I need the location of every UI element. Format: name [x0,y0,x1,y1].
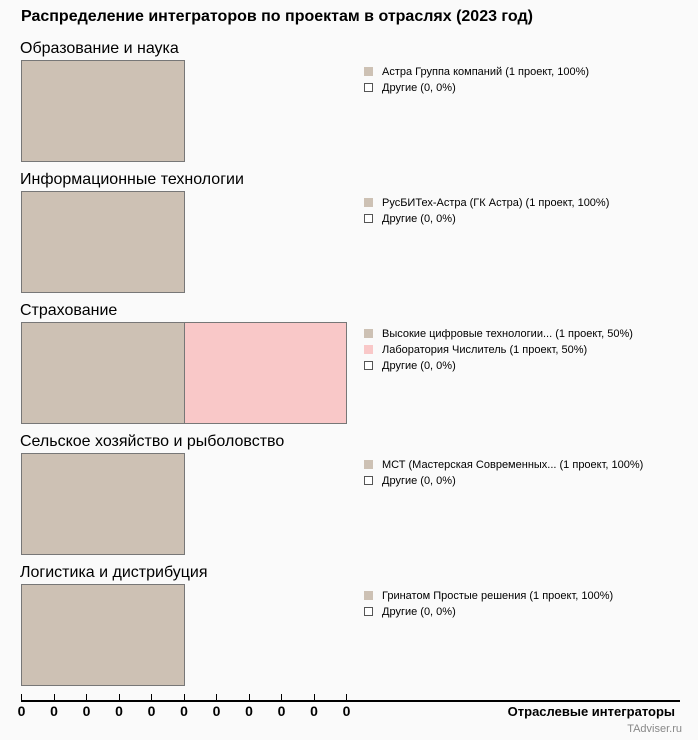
legend-item: МСТ (Мастерская Современных... (1 проект… [364,459,643,471]
x-axis [21,700,680,702]
legend-label: Другие (0, 0%) [382,475,456,487]
x-tick-label: 0 [115,703,123,719]
legend-label: Другие (0, 0%) [382,360,456,372]
legend-item: Другие (0, 0%) [364,82,456,94]
legend-label: Гринатом Простые решения (1 проект, 100%… [382,590,614,602]
x-tick [248,694,250,701]
legend-label: РусБИТех-Астра (ГК Астра) (1 проект, 100… [382,197,610,209]
x-tick-label: 0 [342,703,351,719]
x-tick-label: 0 [310,703,318,719]
x-tick [53,694,55,701]
x-tick [151,694,152,701]
x-tick-label: 0 [17,703,26,719]
x-tick-label: 0 [245,703,253,719]
legend-swatch [364,329,373,338]
legend-label: Лаборатория Числитель (1 проект, 50%) [382,344,588,356]
x-axis-label: Отраслевые интеграторы [507,704,675,719]
x-tick [313,694,315,701]
legend-swatch [364,607,373,616]
legend-item: Другие (0, 0%) [364,360,456,372]
x-tick-label: 0 [277,703,286,719]
legend-item: Лаборатория Числитель (1 проект, 50%) [364,344,587,356]
panel-title: Логистика и дистрибуция [20,564,208,581]
bar-segment [21,584,185,686]
x-tick [346,694,347,701]
x-tick-label: 0 [147,703,156,719]
legend-item: Астра Группа компаний (1 проект, 100%) [364,66,589,78]
x-tick [216,694,217,701]
legend-item: Гринатом Простые решения (1 проект, 100%… [364,590,613,602]
legend-swatch [364,361,373,370]
x-tick [86,694,87,701]
bar-segment [21,453,185,555]
legend-swatch [364,198,373,207]
chart-title: Распределение интеграторов по проектам в… [21,8,533,25]
legend-label: МСТ (Мастерская Современных... (1 проект… [382,459,644,471]
legend-label: Высокие цифровые технологии... (1 проект… [382,328,633,340]
legend-label: Другие (0, 0%) [382,606,456,618]
x-tick [118,694,120,701]
panel-title: Информационные технологии [20,171,244,188]
x-tick [281,694,282,701]
x-tick [21,694,22,701]
legend-label: Астра Группа компаний (1 проект, 100%) [382,66,590,78]
panel-title: Образование и наука [20,40,179,57]
legend-item: Другие (0, 0%) [364,606,456,618]
bar-segment [21,322,185,424]
x-tick-label: 0 [212,703,221,719]
legend-swatch [364,591,373,600]
bar-segment [183,322,347,424]
legend-swatch [364,83,373,92]
x-tick-label: 0 [50,703,58,719]
bar-segment [21,60,185,162]
legend-swatch [364,476,373,485]
source-label: TAdviser.ru [627,723,682,735]
x-tick-label: 0 [82,703,91,719]
legend-swatch [364,345,373,354]
legend-item: Высокие цифровые технологии... (1 проект… [364,328,633,340]
legend-item: Другие (0, 0%) [364,213,456,225]
legend-swatch [364,214,373,223]
bar-segment [21,191,185,293]
panel-title: Сельское хозяйство и рыболовство [20,433,285,450]
legend-swatch [364,460,373,469]
legend-label: Другие (0, 0%) [382,213,456,225]
x-tick [183,694,185,701]
legend-label: Другие (0, 0%) [382,82,456,94]
legend-item: РусБИТех-Астра (ГК Астра) (1 проект, 100… [364,197,609,209]
x-tick-label: 0 [180,703,188,719]
panel-title: Страхование [20,302,118,319]
legend-item: Другие (0, 0%) [364,475,456,487]
legend-swatch [364,67,373,76]
